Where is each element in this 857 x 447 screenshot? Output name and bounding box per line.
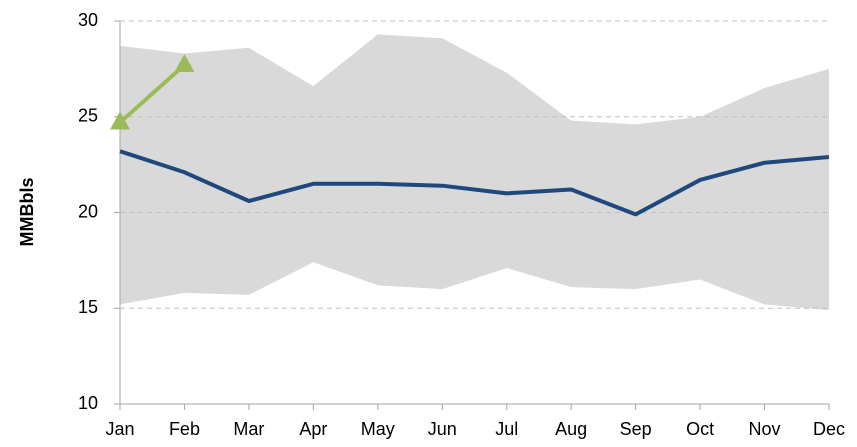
y-tick-label: 25	[78, 106, 98, 126]
range-band	[120, 34, 829, 311]
x-tick-label: Jun	[428, 419, 457, 439]
x-tick-label: Mar	[233, 419, 264, 439]
x-tick-label: Nov	[749, 419, 781, 439]
y-axis-label: MMBbls	[17, 178, 37, 247]
x-tick-label: Feb	[169, 419, 200, 439]
triangle-marker	[174, 54, 195, 73]
x-tick-label: Jul	[495, 419, 518, 439]
y-tick-label: 20	[78, 201, 98, 221]
x-tick-label: Aug	[555, 419, 587, 439]
x-tick-label: May	[361, 419, 395, 439]
series-line	[118, 63, 186, 124]
y-tick-label: 30	[78, 10, 98, 30]
x-tick-label: Sep	[620, 419, 652, 439]
y-tick-label: 10	[78, 393, 98, 413]
x-tick-label: Apr	[299, 419, 327, 439]
series-line	[119, 149, 830, 217]
x-tick-label: Jan	[105, 419, 134, 439]
x-tick-label: Dec	[813, 419, 845, 439]
x-tick-label: Oct	[686, 419, 714, 439]
triangle-marker	[110, 111, 130, 130]
y-tick-label: 15	[78, 297, 98, 317]
